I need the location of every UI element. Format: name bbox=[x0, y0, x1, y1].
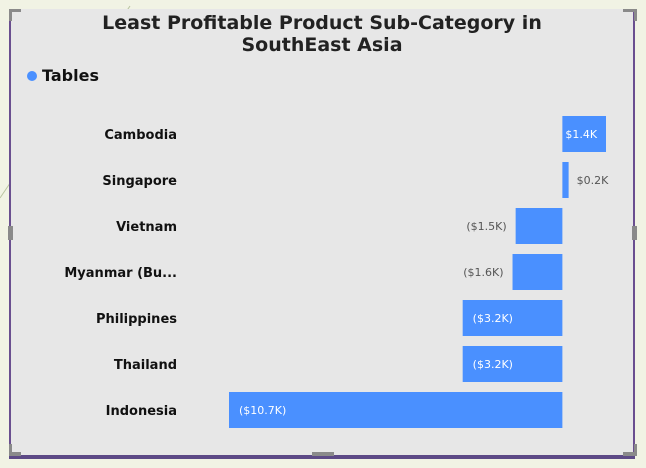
data-label: ($10.7K) bbox=[239, 404, 286, 417]
chart-title-line: Least Profitable Product Sub-Category in bbox=[102, 12, 542, 34]
bar[interactable] bbox=[512, 254, 563, 290]
bar[interactable] bbox=[562, 162, 569, 198]
data-label: ($1.6K) bbox=[463, 266, 503, 279]
bar[interactable] bbox=[462, 300, 563, 336]
data-label: ($1.5K) bbox=[466, 220, 506, 233]
chart-title-line: SouthEast Asia bbox=[241, 34, 403, 56]
bar[interactable] bbox=[515, 208, 563, 244]
chart-title: Least Profitable Product Sub-Category in… bbox=[9, 12, 635, 56]
category-label: Vietnam bbox=[116, 220, 177, 235]
panel-bottom-border bbox=[9, 455, 635, 459]
resize-handle-top-right[interactable] bbox=[634, 9, 637, 21]
data-label: $0.2K bbox=[577, 174, 609, 187]
resize-handle-bottom-left[interactable] bbox=[9, 452, 21, 456]
resize-handle-top-right[interactable] bbox=[623, 9, 637, 12]
category-label: Myanmar (Bu... bbox=[64, 266, 177, 281]
resize-handle-top-left[interactable] bbox=[9, 9, 21, 12]
category-label: Cambodia bbox=[104, 128, 177, 143]
data-label: ($3.2K) bbox=[473, 312, 513, 325]
category-label: Philippines bbox=[96, 312, 177, 327]
category-label: Indonesia bbox=[106, 404, 177, 419]
category-label: Thailand bbox=[114, 358, 177, 373]
resize-handle-left[interactable] bbox=[8, 226, 13, 240]
resize-handle-bottom[interactable] bbox=[312, 452, 334, 456]
bar[interactable] bbox=[229, 392, 563, 428]
legend-label: Tables bbox=[42, 66, 99, 85]
data-label: ($3.2K) bbox=[473, 358, 513, 371]
data-label: $1.4K bbox=[565, 128, 597, 141]
bar[interactable] bbox=[462, 346, 563, 382]
resize-handle-bottom-right[interactable] bbox=[634, 444, 637, 456]
resize-handle-bottom-left[interactable] bbox=[9, 444, 12, 456]
resize-handle-right[interactable] bbox=[632, 226, 637, 240]
resize-handle-top-left[interactable] bbox=[9, 9, 12, 21]
resize-handle-bottom-right[interactable] bbox=[623, 452, 637, 456]
bar[interactable] bbox=[562, 116, 606, 152]
legend-dot-icon bbox=[27, 70, 37, 81]
legend[interactable]: Tables bbox=[27, 66, 99, 85]
category-label: Singapore bbox=[102, 174, 177, 189]
